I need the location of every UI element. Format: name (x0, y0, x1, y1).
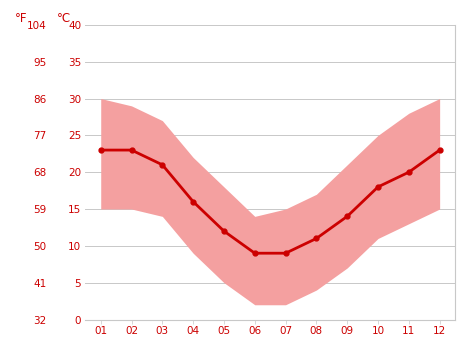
Text: °F: °F (15, 12, 27, 26)
Text: °C: °C (57, 12, 71, 26)
